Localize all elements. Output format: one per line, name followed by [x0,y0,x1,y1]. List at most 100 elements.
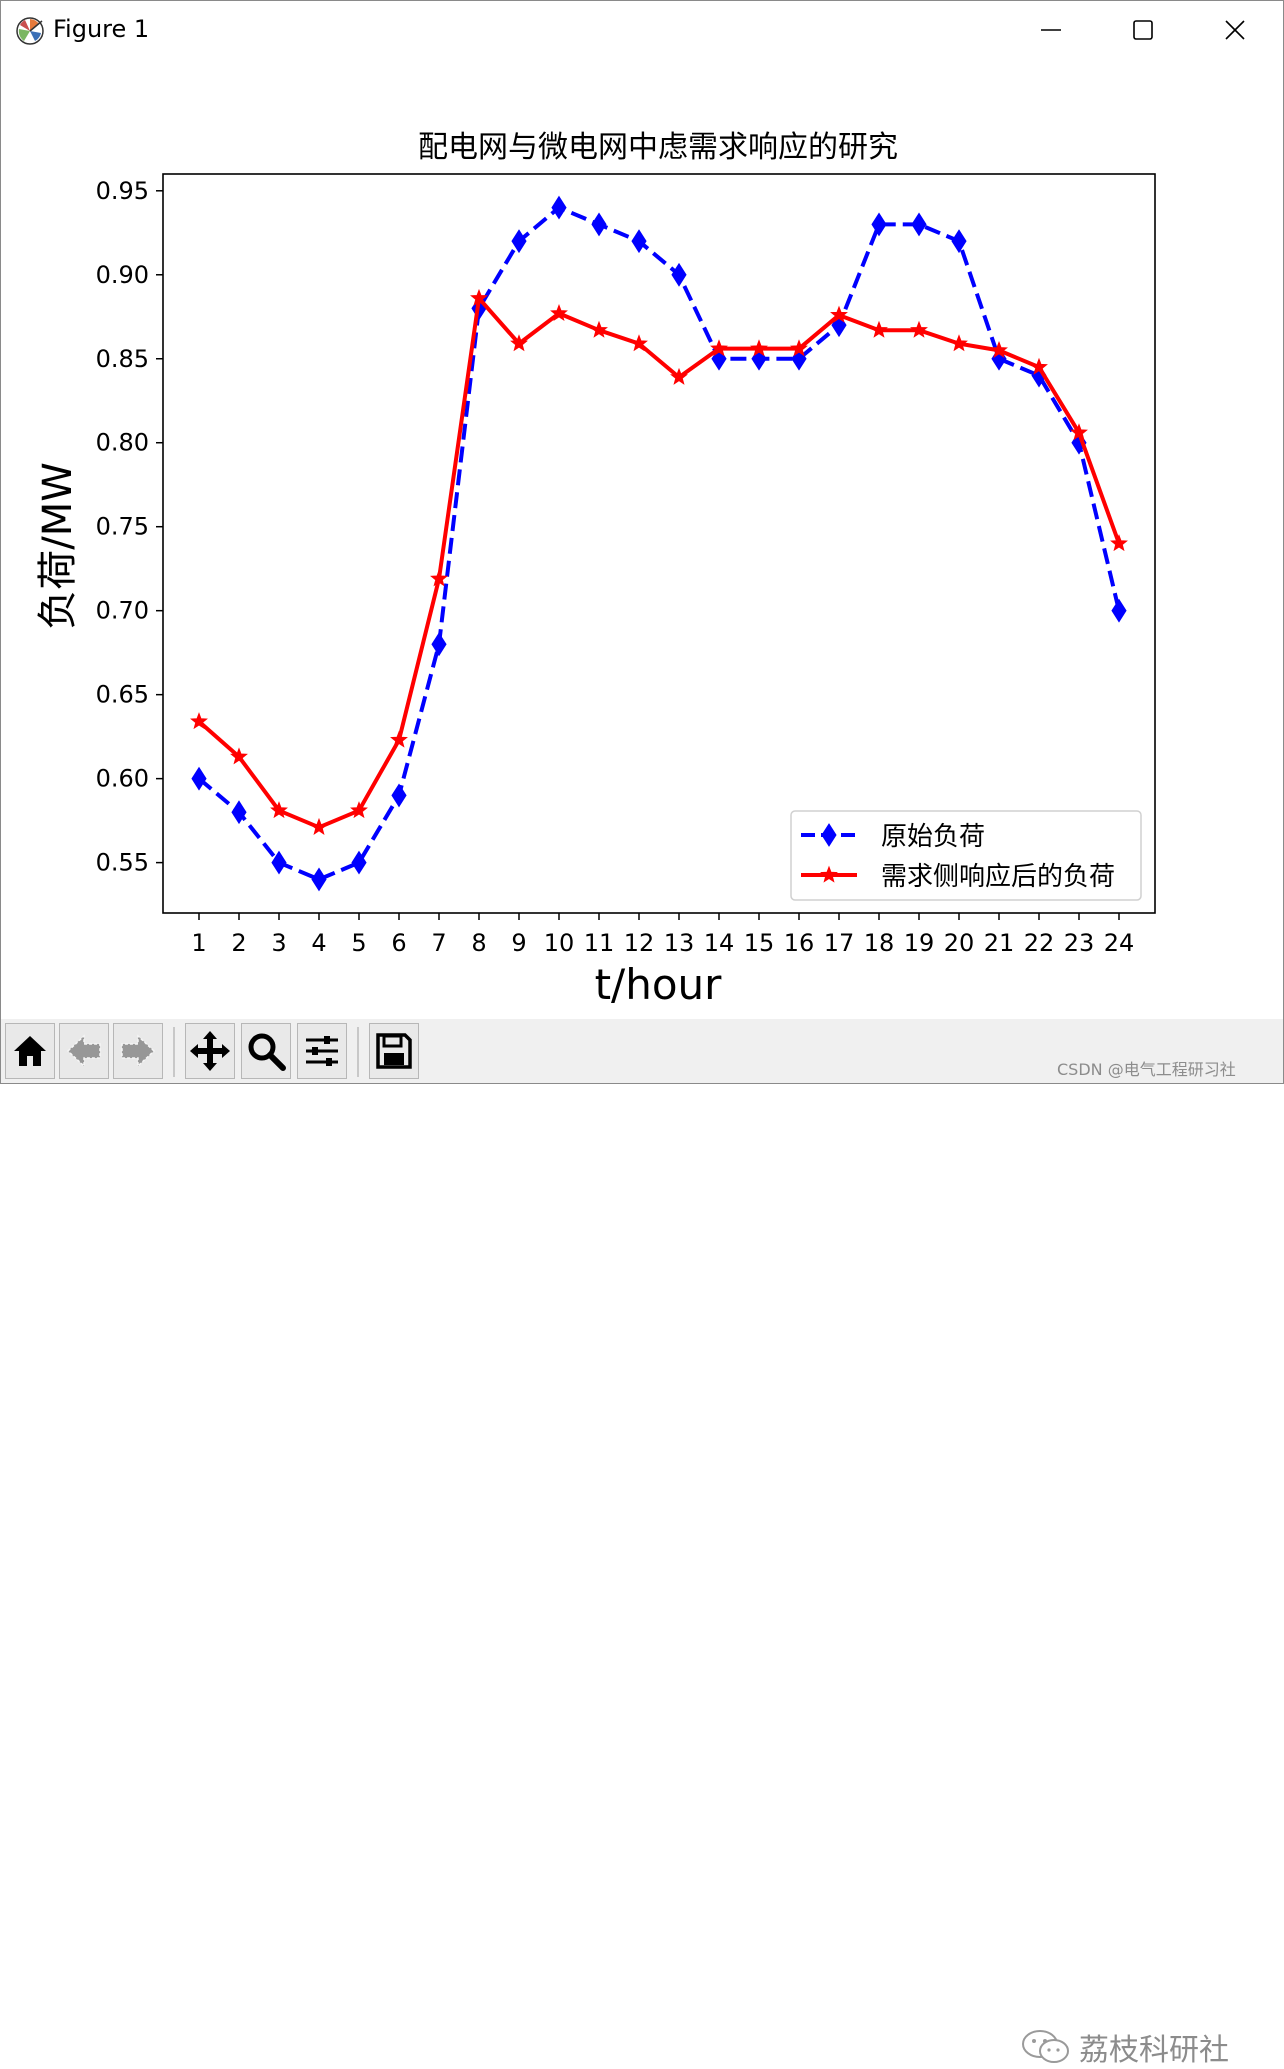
data-point-diamond [911,212,927,237]
save-floppy-icon [376,1033,412,1069]
back-arrow-icon [66,1034,101,1068]
watermark: 荔枝科研社 [1021,2025,1229,2069]
data-point-star [1070,423,1088,441]
chart-title: 配电网与微电网中虑需求响应的研究 [418,130,898,165]
data-point-star [310,817,328,835]
x-tick-label: 15 [744,929,775,957]
minimize-button[interactable] [1021,9,1081,51]
data-point-star [550,303,568,322]
data-point-star [910,320,928,338]
figure-canvas[interactable]: 配电网与微电网中虑需求响应的研究 1 2 3 4 5 6 7 8 9 10 11 12 13 14 15 16… [1,59,1283,1019]
configure-subplots-button[interactable] [297,1023,347,1079]
series-line [197,205,1121,882]
plot-axes [162,173,1156,914]
x-tick-label: 1 [191,929,206,957]
x-tick-label: 3 [271,929,286,957]
x-tick-label: 2 [231,929,246,957]
close-icon [1225,20,1245,40]
toolbar-separator [357,1027,359,1077]
data-point-diamond [821,823,837,847]
data-point-diamond [351,850,367,875]
x-tick-label: 13 [664,929,695,957]
data-point-star [710,339,728,357]
data-point-star [870,320,888,338]
series-layer [190,195,1128,892]
data-point-star [390,730,408,748]
data-point-star [590,320,608,338]
legend-box [790,810,1142,901]
zoom-magnifier-icon [248,1033,286,1071]
data-point-star [230,747,248,765]
data-point-star [630,334,648,352]
x-tick-label: 23 [1064,929,1095,957]
x-axis-label: t/hour [595,960,723,1009]
navigation-toolbar: 荔枝科研社 CSDN @电气工程研习社 [1,1019,1283,2068]
x-axis-ticks: 1 2 3 4 5 6 7 8 9 10 11 12 13 14 15 16 17 18 19 20 21 22 23 24 [191,913,1134,957]
legend-entry: 原始负荷 [801,822,985,852]
close-button[interactable] [1205,9,1265,51]
x-tick-label: 5 [351,929,366,957]
y-tick-label: 0.85 [96,345,149,373]
x-tick-label: 22 [1024,929,1055,957]
data-point-diamond [671,262,687,287]
x-tick-label: 17 [824,929,855,957]
title-bar[interactable]: Figure 1 [1,1,1283,59]
legend-label: 需求侧响应后的负荷 [881,862,1115,892]
data-point-star [670,367,688,385]
watermark-text: 荔枝科研社 [1079,2033,1229,2068]
data-point-star [470,288,488,306]
x-tick-label: 12 [624,929,655,957]
data-point-diamond [591,212,607,237]
forward-arrow-icon [121,1034,156,1068]
y-tick-label: 0.95 [96,177,149,205]
x-tick-label: 16 [784,929,815,957]
x-tick-label: 7 [431,929,446,957]
x-tick-label: 20 [944,929,975,957]
x-tick-label: 19 [904,929,935,957]
legend-entry: 需求侧响应后的负荷 [801,862,1115,892]
x-tick-label: 21 [984,929,1015,957]
data-point-star [830,305,848,323]
maximize-button[interactable] [1113,9,1173,51]
data-point-star [190,712,208,730]
zoom-button[interactable] [241,1023,291,1079]
home-button[interactable] [5,1023,55,1079]
y-tick-label: 0.75 [96,513,149,541]
x-tick-label: 10 [544,929,575,957]
pan-move-icon [190,1031,230,1071]
y-tick-label: 0.70 [96,597,149,625]
window-title: Figure 1 [53,15,150,43]
x-tick-label: 9 [511,929,526,957]
y-tick-label: 0.90 [96,261,149,289]
data-point-diamond [511,229,527,254]
configure-subplots-icon [306,1036,338,1066]
data-point-diamond [191,766,207,791]
data-point-star [990,340,1008,358]
y-axis-ticks: 0.55 0.60 0.65 0.70 0.75 0.80 0.85 0.90 0.95 [96,177,163,877]
x-tick-label: 11 [584,929,615,957]
data-point-star [1110,534,1128,552]
toolbar-separator [173,1027,175,1077]
minimize-icon [1041,29,1061,31]
plot-frame [162,173,1156,914]
maximize-icon [1133,20,1153,40]
matplotlib-logo-icon [16,17,44,45]
data-point-star [350,801,368,819]
legend-label: 原始负荷 [881,822,985,852]
x-tick-label: 24 [1104,929,1135,957]
watermark-credit: CSDN @电气工程研习社 [1057,1060,1236,1079]
data-point-star [510,334,528,352]
x-tick-label: 6 [391,929,406,957]
forward-button[interactable] [113,1023,163,1079]
x-tick-label: 18 [864,929,895,957]
save-button[interactable] [369,1023,419,1079]
data-point-star [820,865,838,883]
x-tick-label: 4 [311,929,326,957]
data-point-star [430,569,448,587]
data-point-star [750,339,768,357]
pan-button[interactable] [185,1023,235,1079]
data-point-diamond [271,850,287,875]
back-button[interactable] [59,1023,109,1079]
data-point-diamond [631,229,647,254]
y-tick-label: 0.55 [96,849,149,877]
